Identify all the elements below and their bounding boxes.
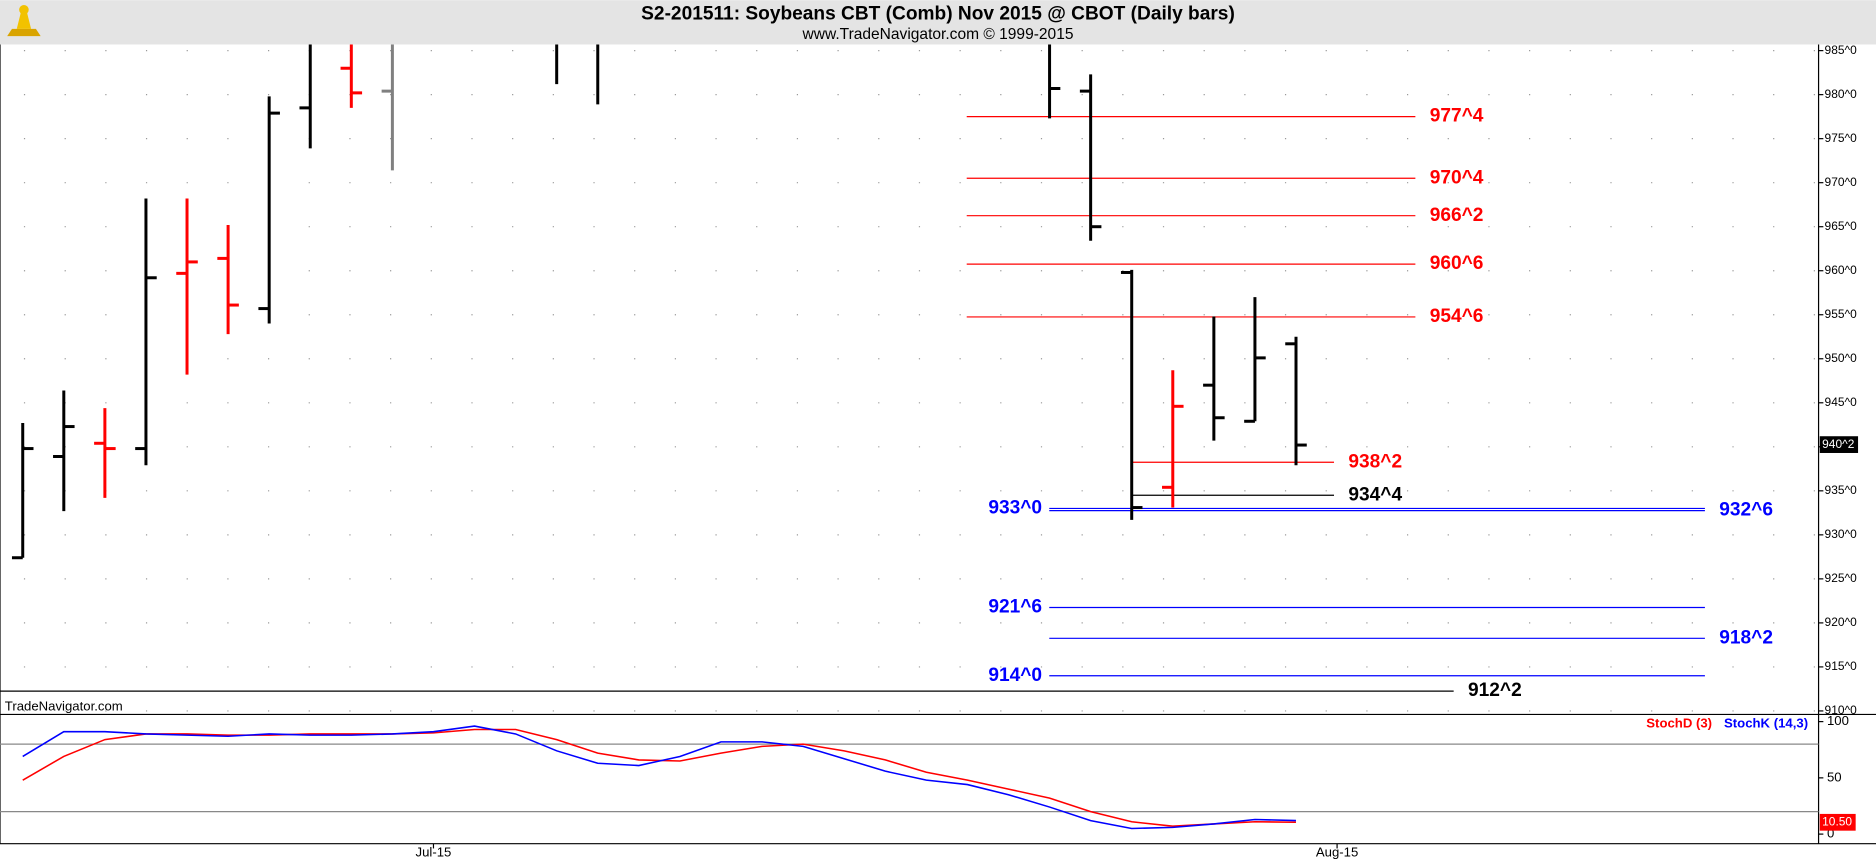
watermark: TradeNavigator.com — [5, 699, 123, 714]
stoch-line — [22, 725, 1296, 830]
last-value-box — [1819, 813, 1856, 831]
y-tick-label: 100 — [1827, 713, 1849, 728]
legend-entry: StochK (14,3) — [1724, 715, 1808, 730]
level-label: 960^6 — [1430, 253, 1484, 274]
level-label: 933^0 — [988, 497, 1042, 518]
legend-entry: StochD (3) — [1646, 715, 1712, 730]
chart-subtitle: www.TradeNavigator.com © 1999-2015 — [802, 26, 1074, 43]
level-label: 932^6 — [1719, 500, 1773, 521]
level-label: 918^2 — [1719, 627, 1773, 648]
y-tick-label: 970^0 — [1825, 175, 1858, 189]
logo — [7, 4, 41, 37]
price-panel — [0, 44, 1819, 712]
level-label: 977^4 — [1430, 106, 1484, 127]
x-tick-label: Aug-15 — [1316, 845, 1358, 860]
y-tick-label: 920^0 — [1825, 615, 1858, 629]
level-label: 914^0 — [988, 665, 1042, 686]
level-label: 954^6 — [1430, 306, 1484, 327]
last-price-label: 940^2 — [1822, 437, 1855, 451]
level-label: 912^2 — [1468, 680, 1522, 701]
y-tick-label: 950^0 — [1825, 351, 1858, 365]
y-tick-label: 910^0 — [1825, 703, 1858, 717]
y-tick-label: 955^0 — [1825, 307, 1858, 321]
y-tick-label: 985^0 — [1825, 43, 1858, 57]
header-band — [0, 0, 1876, 45]
level-label: 938^2 — [1348, 451, 1402, 472]
level-label: 970^4 — [1430, 167, 1484, 188]
level-label: 921^6 — [988, 597, 1042, 618]
y-tick-label: 965^0 — [1825, 219, 1858, 233]
last-price-box — [1819, 436, 1859, 453]
y-tick-label: 915^0 — [1825, 659, 1858, 673]
level-label: 966^2 — [1430, 205, 1484, 226]
chart-title: S2-201511: Soybeans CBT (Comb) Nov 2015 … — [641, 4, 1235, 25]
last-value-label: 10.50 — [1822, 814, 1852, 828]
y-tick-label: 960^0 — [1825, 263, 1858, 277]
y-tick-label: 930^0 — [1825, 527, 1858, 541]
y-tick-label: 975^0 — [1825, 131, 1858, 145]
y-tick-label: 980^0 — [1825, 87, 1858, 101]
y-tick-label: 945^0 — [1825, 395, 1858, 409]
y-tick-label: 935^0 — [1825, 483, 1858, 497]
y-tick-label: 925^0 — [1825, 571, 1858, 585]
stoch-panel — [0, 725, 1819, 830]
x-tick-label: Jul-15 — [416, 845, 452, 860]
y-tick-label: 50 — [1827, 769, 1842, 784]
y-tick-label: 0 — [1827, 826, 1834, 841]
level-label: 934^4 — [1348, 484, 1402, 505]
